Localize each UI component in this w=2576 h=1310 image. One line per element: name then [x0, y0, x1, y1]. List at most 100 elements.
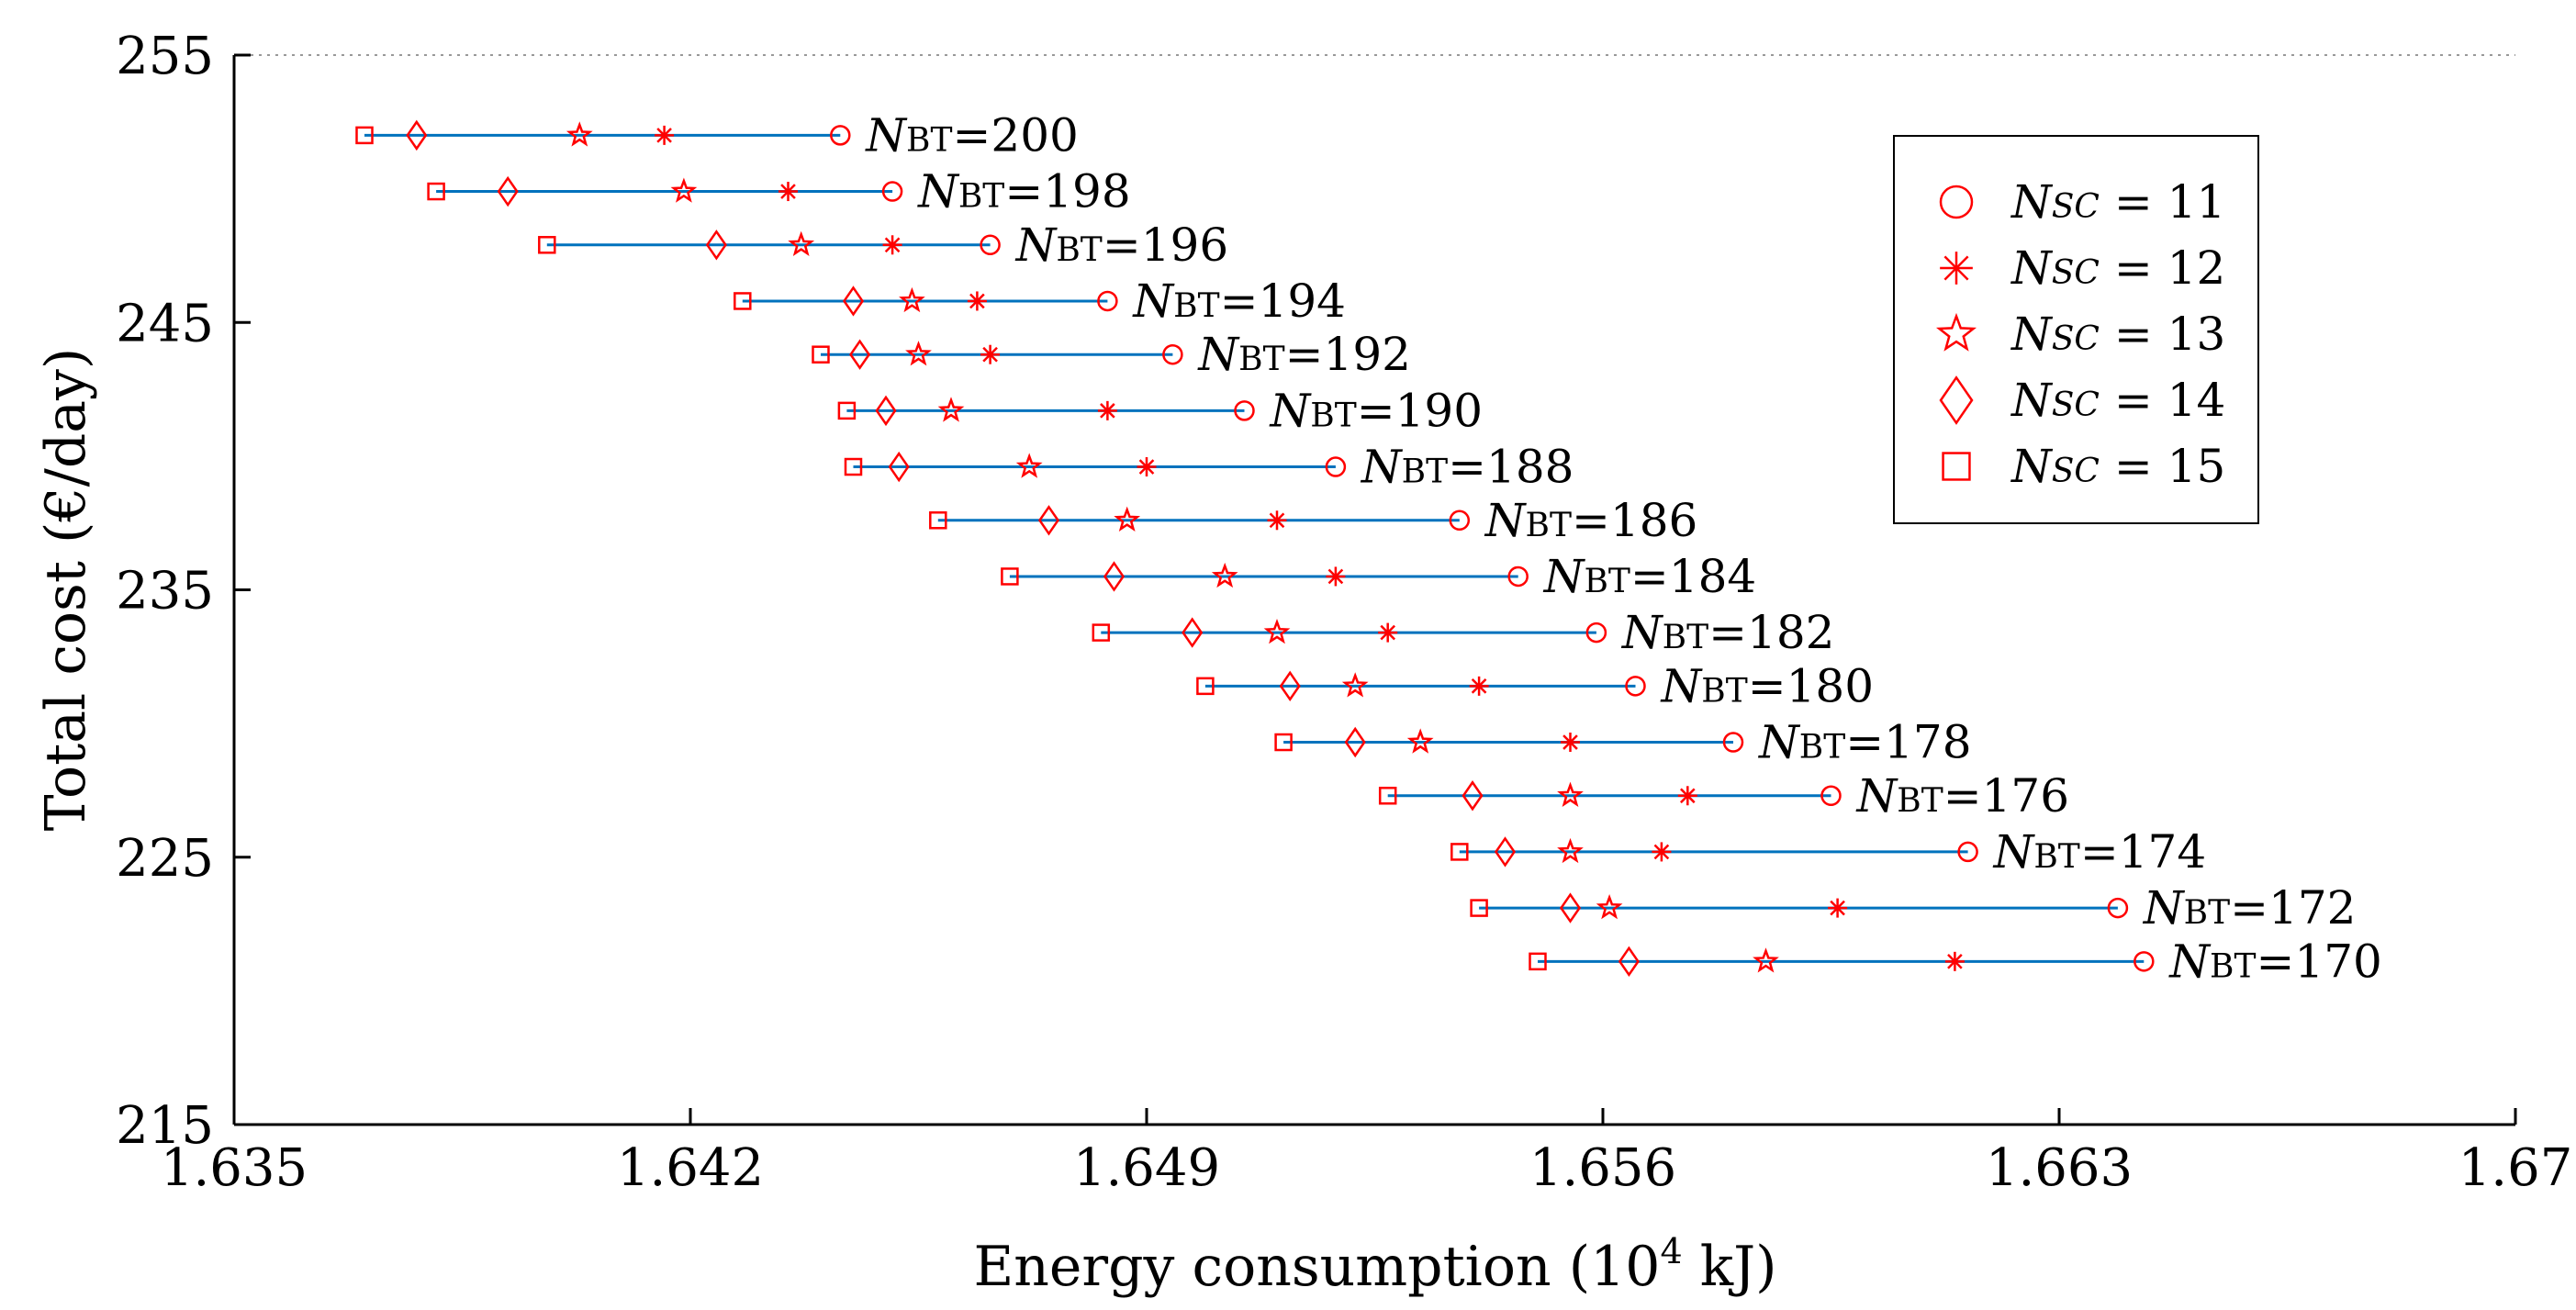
circle-marker: [881, 181, 903, 202]
series-label: NBT=182: [1621, 606, 1835, 659]
series-label: NBT=196: [1015, 218, 1229, 272]
legend-box: [1893, 135, 2259, 524]
series-markers: [355, 119, 2155, 978]
asterisk-marker: [1267, 510, 1287, 531]
diamond-marker: [1494, 836, 1517, 868]
legend: NSC = 11 NSC = 12 NSC = 13 NSC = 14 NSC = 15: [1893, 135, 2259, 524]
square-marker: [812, 345, 830, 364]
series-label: NBT=192: [1197, 328, 1411, 381]
diamond-icon: [1939, 375, 1974, 425]
diamond-marker: [1182, 617, 1204, 648]
y-axis-title: Total cost (€/day): [34, 348, 98, 832]
legend-item: NSC = 12: [1940, 241, 2225, 295]
legend-label: NSC = 11: [2010, 175, 2225, 229]
star-marker: [1753, 947, 1779, 973]
star-marker: [788, 230, 815, 256]
circle-marker: [1234, 400, 1255, 421]
star-marker: [1557, 781, 1584, 807]
square-marker: [427, 182, 445, 201]
asterisk-marker: [655, 125, 675, 145]
square-marker: [844, 457, 863, 476]
circle-marker: [1820, 785, 1842, 807]
square-marker: [1092, 623, 1111, 642]
square-marker: [929, 511, 947, 530]
circle-marker: [980, 234, 1001, 256]
series-label: NBT=170: [2168, 935, 2382, 988]
circle-marker: [1625, 676, 1646, 697]
series-label: NBT=190: [1270, 384, 1484, 437]
diamond-marker: [875, 395, 897, 427]
series-label: NBT=180: [1661, 659, 1875, 712]
series-label: NBT=194: [1132, 274, 1346, 328]
legend-item: NSC = 13: [1935, 308, 2225, 361]
y-ticks: 215 225 235 245 255: [116, 27, 251, 1156]
y-tick-label: 215: [116, 1096, 214, 1156]
square-marker: [837, 401, 857, 420]
x-tick-label: 1.642: [617, 1138, 764, 1198]
star-marker: [670, 177, 698, 203]
circle-marker: [1162, 343, 1183, 365]
star-marker: [937, 397, 965, 422]
asterisk-marker: [778, 182, 798, 202]
square-marker: [538, 236, 556, 254]
asterisk-marker: [1097, 400, 1117, 420]
star-marker: [1114, 506, 1141, 532]
circle-marker: [2107, 897, 2129, 919]
diamond-marker: [842, 286, 865, 317]
diamond-marker: [1559, 892, 1582, 924]
square-marker: [355, 126, 374, 145]
x-tick-label: 1.649: [1073, 1138, 1220, 1198]
x-axis-title: Energy consumption (104 kJ): [973, 1231, 1776, 1299]
star-icon: [1935, 312, 1977, 352]
circle-marker: [1957, 841, 1978, 863]
circle-marker: [1325, 456, 1347, 477]
square-marker: [1470, 899, 1488, 917]
asterisk-marker: [1944, 951, 1965, 971]
asterisk-marker: [1469, 676, 1489, 696]
legend-item: NSC = 11: [1939, 175, 2225, 229]
legend-item: NSC = 14: [1939, 374, 2225, 427]
star-marker: [899, 286, 925, 313]
diamond-marker: [1618, 946, 1640, 978]
asterisk-marker: [1137, 457, 1157, 477]
diamond-marker: [1462, 780, 1484, 812]
asterisk-marker: [882, 235, 902, 255]
circle-marker: [1097, 290, 1118, 312]
series-label: NBT=178: [1758, 716, 1972, 769]
x-tick-label: 1.635: [161, 1138, 308, 1198]
circle-marker: [2134, 951, 2155, 972]
asterisk-marker: [1561, 733, 1580, 753]
star-marker: [1596, 893, 1623, 920]
asterisk-marker: [1828, 898, 1848, 918]
circle-icon: [1939, 185, 1974, 219]
diamond-marker: [1037, 505, 1060, 536]
x-tick-label: 1.67: [2458, 1138, 2573, 1198]
series-label: NBT=188: [1361, 441, 1574, 494]
series-lines: [364, 133, 2145, 963]
y-tick-label: 255: [116, 27, 214, 86]
series-label: NBT=184: [1543, 550, 1757, 603]
diamond-marker: [1344, 726, 1366, 758]
square-marker: [734, 292, 752, 310]
square-marker: [1196, 677, 1215, 696]
square-marker: [1529, 952, 1547, 971]
asterisk-marker: [967, 291, 987, 311]
series-label: NBT=174: [1993, 825, 2207, 879]
square-marker: [1274, 733, 1293, 752]
y-tick-label: 245: [116, 294, 214, 353]
asterisk-marker: [1378, 622, 1398, 643]
circle-marker: [1722, 732, 1744, 753]
square-icon: [1942, 452, 1971, 481]
x-ticks: 1.635 1.642 1.649 1.656 1.663 1.67: [161, 1108, 2573, 1198]
legend-label: NSC = 15: [2010, 440, 2225, 493]
diamond-marker: [888, 451, 910, 483]
series-label: NBT=186: [1484, 494, 1698, 547]
diamond-marker: [497, 175, 519, 207]
diamond-marker: [1279, 670, 1301, 702]
diamond-marker: [849, 339, 871, 370]
star-marker: [1557, 837, 1584, 864]
circle-marker: [1449, 509, 1471, 532]
asterisk-marker: [1677, 786, 1697, 806]
star-marker: [1406, 728, 1434, 754]
